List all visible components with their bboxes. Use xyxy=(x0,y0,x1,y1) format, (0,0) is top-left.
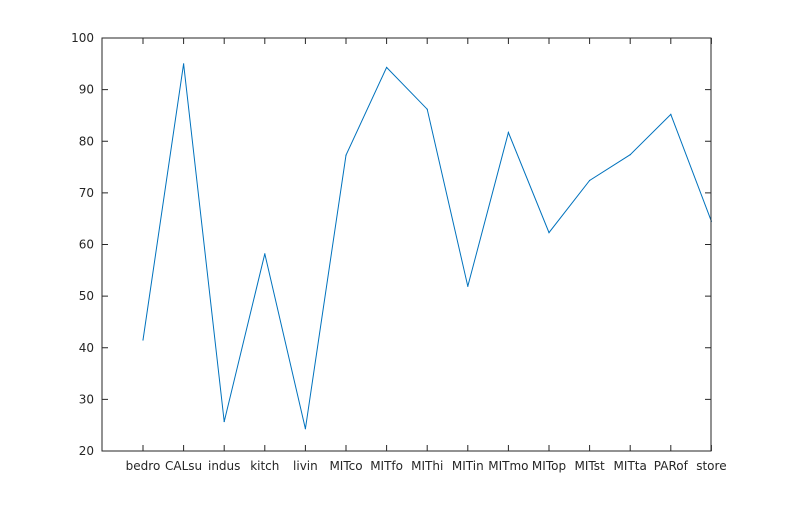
data-point xyxy=(345,154,347,156)
y-tick-label: 100 xyxy=(71,31,94,45)
x-tick-label: MITop xyxy=(532,459,566,473)
x-tick-label: livin xyxy=(293,459,318,473)
y-tick-label: 30 xyxy=(79,392,94,406)
data-point xyxy=(670,113,672,116)
x-tick-label: MITta xyxy=(614,459,647,473)
x-axis-ticks: bedro CALsu indus kitch livin MITco MITfo MIThi… xyxy=(126,38,727,473)
data-point xyxy=(589,179,591,182)
x-tick-label: PARof xyxy=(654,459,689,473)
data-point xyxy=(629,154,631,156)
x-tick-label: MITco xyxy=(329,459,362,473)
x-tick-label: MITmo xyxy=(488,459,528,473)
plot-background xyxy=(102,38,711,451)
x-tick-label: MITst xyxy=(574,459,604,473)
data-point xyxy=(223,420,225,423)
data-point xyxy=(386,66,388,69)
x-tick-label: indus xyxy=(208,459,240,473)
plot-box xyxy=(101,37,712,452)
y-tick-label: 80 xyxy=(79,134,94,148)
y-tick-label: 20 xyxy=(79,444,94,458)
x-tick-label: CALsu xyxy=(165,459,202,473)
data-point xyxy=(183,63,185,65)
x-tick-label: store xyxy=(696,459,726,473)
y-tick-label: 60 xyxy=(79,238,94,252)
data-point xyxy=(467,285,469,287)
y-tick-label: 70 xyxy=(79,186,94,200)
series-layer xyxy=(142,63,713,430)
data-point xyxy=(264,253,266,255)
y-tick-label: 90 xyxy=(79,83,94,97)
data-point xyxy=(142,339,144,341)
x-tick-label: bedro xyxy=(126,459,161,473)
x-tick-label: MITin xyxy=(452,459,484,473)
y-tick-label: 50 xyxy=(79,289,94,303)
data-point xyxy=(426,108,428,110)
y-tick-label: 40 xyxy=(79,341,94,355)
data-point xyxy=(304,428,306,430)
data-point xyxy=(507,131,509,134)
x-tick-label: MITfo xyxy=(370,459,403,473)
x-tick-label: kitch xyxy=(250,459,279,473)
data-point xyxy=(548,232,550,234)
y-axis-ticks: 20 30 40 50 60 70 80 90 100 xyxy=(71,31,711,458)
x-tick-label: MIThi xyxy=(411,459,443,473)
